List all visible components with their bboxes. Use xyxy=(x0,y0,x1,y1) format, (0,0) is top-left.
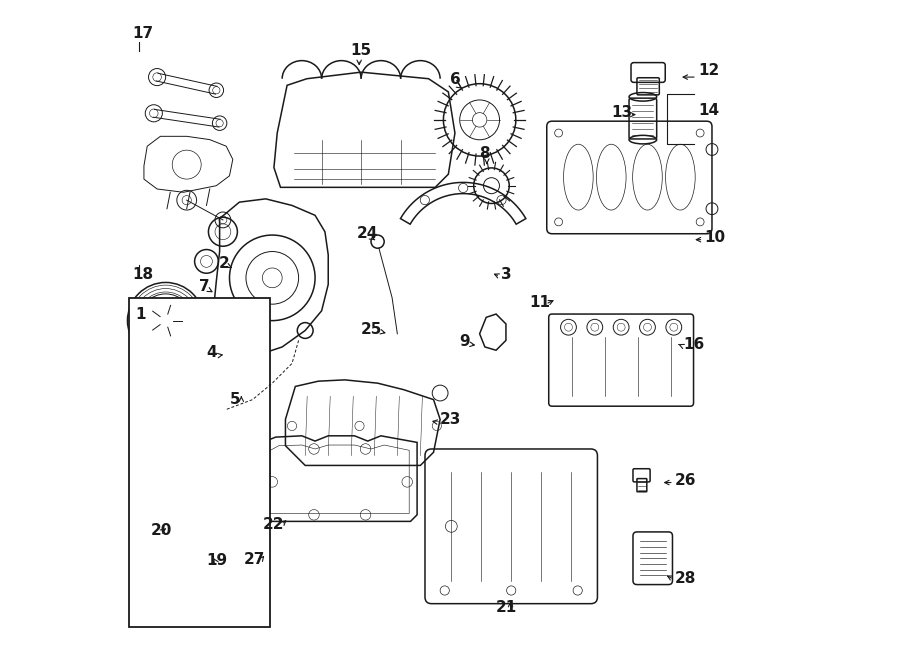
Text: 4: 4 xyxy=(206,345,217,360)
Text: 6: 6 xyxy=(450,71,461,87)
Text: 1: 1 xyxy=(135,307,146,322)
Text: 9: 9 xyxy=(459,334,470,348)
Text: 21: 21 xyxy=(496,600,518,615)
Bar xyxy=(129,297,270,627)
Text: 16: 16 xyxy=(684,337,705,352)
Text: 7: 7 xyxy=(199,279,209,294)
Text: 2: 2 xyxy=(219,256,230,271)
Text: 25: 25 xyxy=(361,322,382,337)
Text: 18: 18 xyxy=(132,267,154,282)
Text: 15: 15 xyxy=(350,44,371,58)
Text: 11: 11 xyxy=(529,295,550,311)
Text: 23: 23 xyxy=(439,412,461,427)
Text: 20: 20 xyxy=(150,523,172,537)
Text: 26: 26 xyxy=(675,473,697,488)
Text: 22: 22 xyxy=(263,518,284,532)
Text: 3: 3 xyxy=(501,267,512,282)
Text: 10: 10 xyxy=(705,229,726,245)
Text: 8: 8 xyxy=(480,146,491,161)
Text: 17: 17 xyxy=(132,26,154,40)
Text: 19: 19 xyxy=(206,553,228,568)
Text: 5: 5 xyxy=(230,392,240,407)
Text: 13: 13 xyxy=(611,104,633,120)
Text: 24: 24 xyxy=(356,225,378,241)
Text: 12: 12 xyxy=(698,63,720,78)
Text: 27: 27 xyxy=(243,551,265,566)
Text: 28: 28 xyxy=(675,571,697,586)
Text: 14: 14 xyxy=(698,102,720,118)
